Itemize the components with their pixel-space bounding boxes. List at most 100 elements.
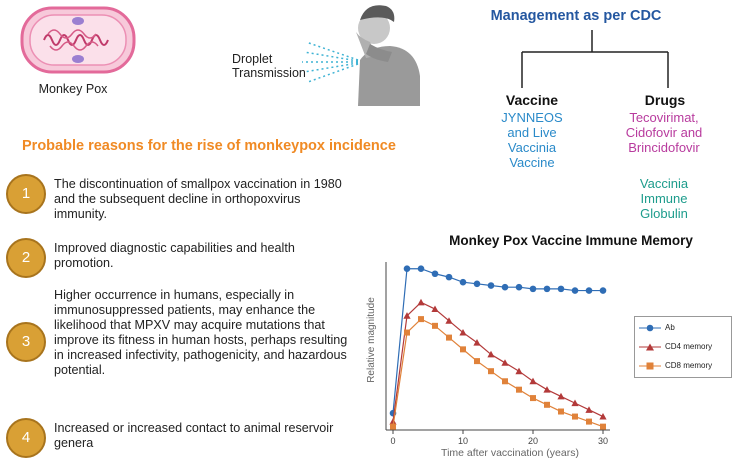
data-point bbox=[473, 339, 481, 346]
data-point bbox=[417, 265, 425, 273]
data-point bbox=[599, 287, 607, 294]
immune-line: Vaccinia bbox=[639, 176, 689, 191]
x-tick-label: 10 bbox=[458, 436, 468, 446]
data-point bbox=[501, 359, 509, 366]
data-point bbox=[488, 368, 494, 375]
data-point bbox=[445, 273, 453, 281]
data-point bbox=[585, 287, 593, 294]
x-tick-label: 20 bbox=[528, 436, 538, 446]
data-point bbox=[432, 322, 438, 329]
immune-line: Immune bbox=[640, 191, 688, 206]
immune-memory-chart: 0 10 20 30 Relative magnitude Time after va… bbox=[366, 262, 610, 459]
drugs-heading: Drugs bbox=[644, 92, 686, 108]
data-point bbox=[572, 413, 578, 420]
legend-label: CD8 memory bbox=[665, 361, 713, 370]
data-point bbox=[403, 312, 411, 319]
data-point bbox=[474, 358, 480, 365]
reasons-title: Probable reasons for the rise of monkeyp… bbox=[22, 138, 396, 154]
legend-marker-triangle-icon bbox=[639, 343, 661, 351]
data-point bbox=[543, 285, 551, 293]
x-axis-label: Time after vaccination (years) bbox=[441, 447, 579, 459]
reason-number-badge: 4 bbox=[6, 418, 46, 458]
reason-number-badge: 2 bbox=[6, 238, 46, 278]
vaccine-line: Vaccinia bbox=[507, 140, 557, 155]
data-point bbox=[571, 399, 579, 407]
drug-line: Cidofovir and bbox=[625, 125, 703, 140]
x-tick-label: 0 bbox=[390, 436, 395, 446]
data-point bbox=[502, 378, 508, 385]
legend-marker-circle-icon bbox=[639, 324, 661, 332]
data-point bbox=[459, 328, 467, 336]
data-point bbox=[446, 334, 452, 341]
vaccine-line: Vaccine bbox=[509, 155, 555, 170]
legend-item-cd4: CD4 memory bbox=[639, 340, 712, 354]
x-tick-label: 30 bbox=[598, 436, 608, 446]
vaccine-list: JYNNEOS and Live Vaccinia Vaccine bbox=[480, 110, 584, 170]
legend-label: CD4 memory bbox=[665, 342, 713, 351]
data-point bbox=[530, 395, 536, 402]
drugs-list: Tecovirimat, Cidofovir and Brincidofovir bbox=[605, 110, 723, 155]
vaccine-heading: Vaccine bbox=[505, 92, 559, 108]
immune-globulin-list: Vaccinia Immune Globulin bbox=[620, 176, 708, 221]
series-line-cd4-memory bbox=[392, 301, 604, 422]
chart-legend: Ab CD4 memory CD8 memory bbox=[634, 316, 732, 378]
series-line-ab bbox=[392, 268, 603, 414]
data-point bbox=[404, 329, 410, 336]
legend-marker-square-icon bbox=[639, 362, 661, 370]
data-point bbox=[459, 278, 467, 286]
data-point bbox=[557, 285, 565, 293]
data-point bbox=[515, 283, 523, 291]
reason-number-badge: 3 bbox=[6, 322, 46, 362]
data-point bbox=[599, 412, 607, 420]
vaccine-line: and Live bbox=[507, 125, 557, 140]
data-point bbox=[417, 298, 425, 306]
drug-line: Brincidofovir bbox=[628, 140, 700, 155]
legend-item-cd8: CD8 memory bbox=[639, 359, 712, 373]
droplet-transmission-label: Droplet Transmission bbox=[232, 52, 312, 80]
virus-label: Monkey Pox bbox=[38, 82, 108, 96]
legend-label: Ab bbox=[665, 323, 675, 332]
vaccine-line: JYNNEOS bbox=[501, 110, 563, 125]
sneeze-droplets-icon bbox=[302, 41, 359, 83]
data-point bbox=[544, 401, 550, 408]
reason-number-badge: 1 bbox=[6, 174, 46, 214]
data-point bbox=[431, 270, 439, 278]
reason-text: Higher occurrence in humans, especially … bbox=[54, 288, 348, 377]
sneezing-person-icon bbox=[356, 5, 420, 106]
data-point bbox=[431, 305, 439, 313]
data-point bbox=[445, 317, 453, 324]
chart-title: Monkey Pox Vaccine Immune Memory bbox=[449, 233, 693, 248]
data-point bbox=[585, 406, 593, 413]
data-point bbox=[389, 418, 397, 425]
management-tree-connector bbox=[521, 30, 669, 88]
data-point bbox=[516, 386, 522, 393]
immune-line: Globulin bbox=[640, 206, 688, 221]
data-point bbox=[403, 265, 411, 273]
y-axis-label: Relative magnitude bbox=[366, 297, 377, 383]
data-point bbox=[418, 316, 424, 323]
data-point bbox=[487, 282, 495, 289]
data-point bbox=[390, 423, 396, 430]
data-point bbox=[529, 377, 537, 385]
drug-line: Tecovirimat, bbox=[629, 110, 699, 125]
droplet-line-2: Transmission bbox=[232, 66, 306, 80]
data-point bbox=[460, 346, 466, 353]
data-point bbox=[529, 285, 537, 293]
legend-item-ab: Ab bbox=[639, 321, 675, 335]
cdc-management-title: Management as per CDC bbox=[490, 8, 662, 24]
reason-text: Improved diagnostic capabilities and hea… bbox=[54, 241, 295, 270]
data-point bbox=[501, 283, 509, 291]
data-point bbox=[600, 423, 606, 430]
data-point bbox=[515, 367, 523, 375]
reason-text: Increased or increased contact to animal… bbox=[54, 421, 334, 450]
data-point bbox=[487, 350, 495, 358]
data-point bbox=[558, 408, 564, 415]
data-point bbox=[473, 280, 481, 288]
data-point bbox=[543, 386, 551, 393]
series-line-cd8-memory bbox=[392, 318, 604, 428]
droplet-line-1: Droplet bbox=[232, 52, 273, 66]
data-point bbox=[557, 392, 565, 400]
data-point bbox=[586, 418, 592, 425]
reason-text: The discontinuation of smallpox vaccinat… bbox=[54, 177, 342, 221]
monkeypox-virus-illustration bbox=[20, 6, 136, 74]
